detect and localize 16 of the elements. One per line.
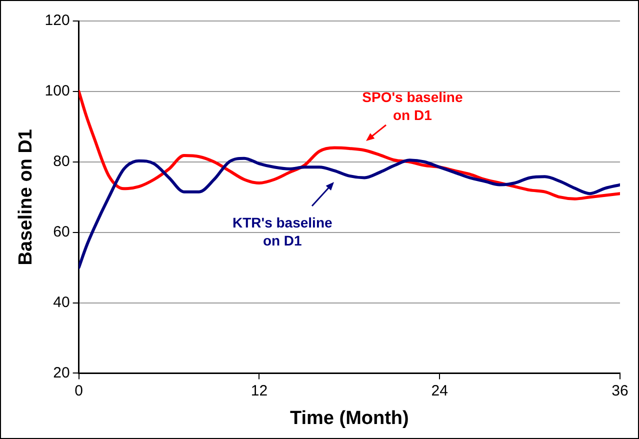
annotation: KTR's baseline on D1 [232,214,332,248]
y-tick-label: 100 [44,82,70,100]
line-series [78,156,620,270]
x-tick-label: 24 [431,382,448,400]
y-axis-title: Baseline on D1 [16,128,37,266]
line-series [78,90,620,200]
y-tick-label: 80 [53,153,70,170]
annotation: SPO's baseline on D1 [362,89,463,124]
x-tick-label: 36 [612,382,628,400]
y-tick-label: 20 [53,364,70,382]
y-tick-label: 40 [53,294,70,311]
x-axis-title: Time (Month) [290,408,409,429]
x-tick-label: 12 [250,382,268,400]
x-tick-label: 0 [74,382,83,400]
y-tick-label: 120 [44,12,70,30]
y-tick-label: 60 [53,223,70,240]
